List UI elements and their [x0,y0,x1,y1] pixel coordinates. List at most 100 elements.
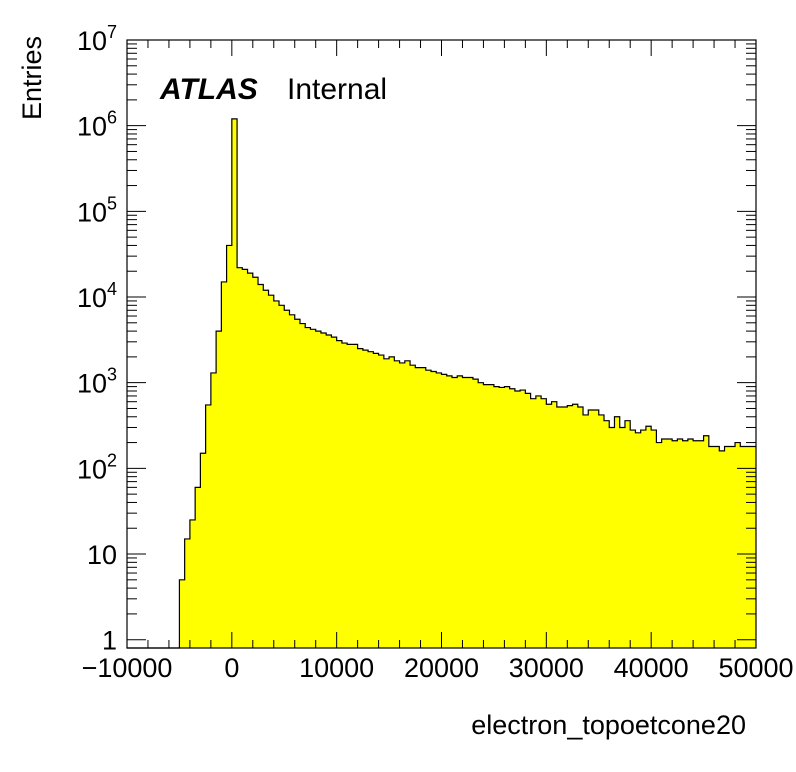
histogram-bar [635,432,641,648]
histogram-bar [415,367,421,648]
histogram-bar [588,409,594,648]
histogram-bar [714,446,720,648]
histogram-bar [677,439,683,648]
histogram-bar [457,375,463,648]
histogram-bar [499,387,505,648]
histogram-bar [305,327,311,648]
atlas-label: ATLAS [159,73,258,106]
histogram-bar [425,370,432,648]
histogram-bar [593,409,599,648]
histogram-bar [525,393,531,648]
histogram-bar [336,340,342,648]
histogram-bar [420,367,426,648]
histogram-bar [226,245,232,648]
histogram-bar [299,323,306,648]
histogram-bar [577,407,584,648]
histogram-bar [216,331,222,648]
x-tick-labels: −10000 0 10000 20000 30000 40000 50000 [82,653,794,683]
histogram-bar [504,386,510,648]
histogram-bar [598,414,604,648]
histogram-bar [373,353,379,648]
histogram-bar [666,439,673,648]
histogram-bar [289,314,295,648]
histogram-bar [472,379,479,648]
histogram-bar [687,439,694,648]
histogram-bar [362,350,369,648]
histogram-bar [189,519,196,648]
histogram-bar [698,440,704,648]
histogram-bar [724,446,730,648]
histogram-bar [609,427,615,648]
histogram-bar [735,442,741,648]
histogram-bar [184,538,190,648]
histogram-bar [195,487,201,648]
histogram-bar [630,430,636,648]
x-tick-label: 10000 [299,653,374,683]
internal-label: Internal [287,73,387,106]
histogram-bar [745,446,751,648]
y-tick-labels: 1 10 102 103 104 105 106 107 [77,22,117,656]
histogram-bar [693,440,699,648]
y-tick-label: 105 [77,193,117,227]
x-tick-label: 40000 [614,653,689,683]
y-tick-label: 106 [77,108,117,142]
histogram-bar [546,404,552,648]
histogram-bar [656,442,662,648]
x-tick-label: 50000 [718,653,793,683]
histogram-bar [326,335,332,648]
histogram-bar [462,377,468,648]
histogram-bar [572,404,578,648]
histogram-bar [205,404,211,648]
histogram-outline [127,118,756,649]
histogram-bar [509,388,515,648]
histogram-bar [583,414,589,648]
histogram-bar [619,427,625,648]
histogram-bar [320,333,327,648]
histogram-bar [284,310,290,648]
histogram-bar [614,416,620,648]
histogram-bar [672,440,678,648]
histogram-bar [708,446,715,648]
histogram-bar [556,407,563,648]
histogram-bar [541,398,547,648]
histogram-bar [651,430,657,648]
histogram-bar [210,372,217,648]
histogram-bar [221,281,227,648]
x-axis-label: electron_topoetcone20 [471,710,746,740]
histogram-bar [661,439,667,648]
histogram-bar [520,390,526,648]
histogram-bar [530,398,536,648]
histogram-bar [357,348,363,648]
histogram-bar [645,426,652,648]
histogram-bar [258,284,264,648]
histogram-bar [567,405,573,648]
histogram-bar [562,407,568,648]
histogram-bar [242,269,248,648]
x-tick-label: 30000 [509,653,584,683]
histogram-bar [467,377,473,648]
y-axis-label: Entries [17,36,47,120]
histogram-bar [624,420,631,648]
y-tick-label: 1 [102,626,117,656]
histogram-bar [750,446,756,648]
histogram-bar [640,430,646,648]
histogram-bar [179,579,185,648]
y-tick-label: 10 [87,540,117,570]
y-tick-label: 103 [77,365,117,399]
histogram-bar [294,319,300,648]
histogram-bar [483,384,489,648]
histogram-bar [436,372,442,648]
histogram-bar [394,360,400,648]
histogram-bar [368,351,374,648]
y-tick-label: 102 [77,450,117,484]
histogram-bar [315,331,321,648]
axis-ticks [126,39,757,648]
histogram-bar [399,362,405,648]
x-tick-label: 0 [224,653,239,683]
histogram-bar [446,375,452,648]
histogram-bar [719,450,725,648]
y-tick-label: 107 [77,22,117,56]
histogram-bar [488,384,494,648]
histogram-bars [179,118,756,648]
